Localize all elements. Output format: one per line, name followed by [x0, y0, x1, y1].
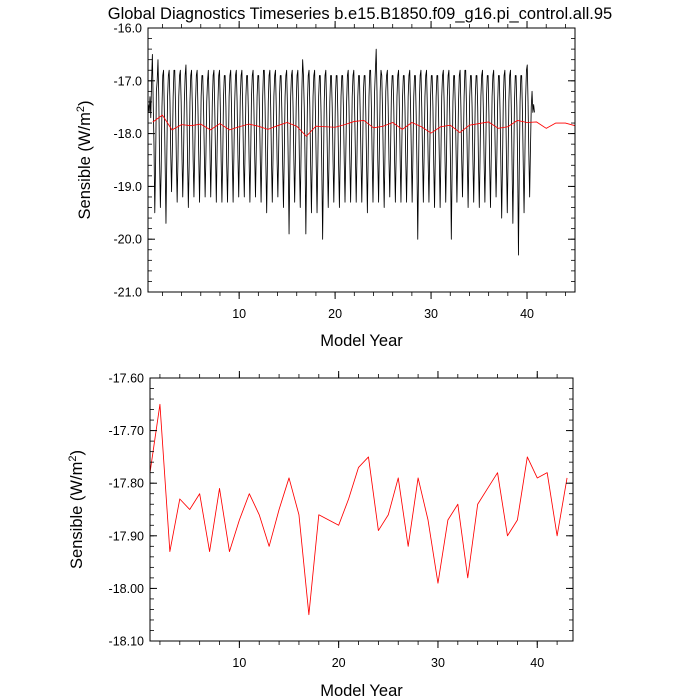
x-tick-label: 30 — [424, 307, 438, 321]
x-tick-label: 20 — [328, 307, 342, 321]
y-tick-label: -18.00 — [109, 582, 144, 596]
y-axis-label: Sensible (W/m2) — [67, 450, 86, 569]
x-axis-label: Model Year — [320, 332, 403, 350]
series-line-2 — [152, 114, 576, 137]
plot-frame — [149, 377, 574, 642]
y-tick-label: -21.0 — [114, 286, 143, 300]
y-axis-label-sup: 2 — [75, 106, 87, 112]
x-tick-label: 30 — [431, 656, 445, 670]
y-tick-label: -16.0 — [114, 22, 143, 36]
y-axis-label-main: Sensible (W/m — [68, 462, 86, 569]
y-axis-label-tail: ) — [76, 101, 94, 107]
y-axis-label-sup: 2 — [67, 456, 79, 462]
y-tick-label: -17.80 — [109, 477, 144, 491]
series-line-1 — [149, 403, 568, 616]
x-axis-label: Model Year — [320, 682, 403, 700]
y-tick-label: -17.70 — [109, 424, 144, 438]
figure-title: Global Diagnostics Timeseries b.e15.B185… — [108, 5, 612, 23]
y-tick-label: -17.60 — [109, 372, 144, 386]
y-axis-label: Sensible (W/m2) — [75, 101, 94, 220]
x-tick-label: 10 — [232, 656, 246, 670]
series-line-1 — [147, 48, 535, 256]
y-axis-label-main: Sensible (W/m — [76, 112, 94, 219]
plot-frame — [147, 27, 576, 293]
timeseries-panel-monthly: -16.0 -17.0 -18.0 -19.0 -20.0 -21.0 10 20 30 40 Mo… — [75, 21, 576, 350]
x-tick-label: 10 — [232, 307, 246, 321]
y-tick-label: -18.10 — [109, 635, 144, 649]
y-tick-label: -17.0 — [114, 74, 143, 88]
x-tick-label: 40 — [530, 656, 544, 670]
y-tick-label: -20.0 — [114, 233, 143, 247]
y-tick-label: -18.0 — [114, 127, 143, 141]
y-tick-label: -17.90 — [109, 529, 144, 543]
x-tick-label: 20 — [332, 656, 346, 670]
y-axis-label-tail: ) — [68, 450, 86, 456]
timeseries-panel-annual: -17.60 -17.70 -17.80 -17.90 -18.00 -18.10 10 20… — [67, 371, 574, 700]
x-tick-label: 40 — [520, 307, 534, 321]
y-tick-label: -19.0 — [114, 180, 143, 194]
